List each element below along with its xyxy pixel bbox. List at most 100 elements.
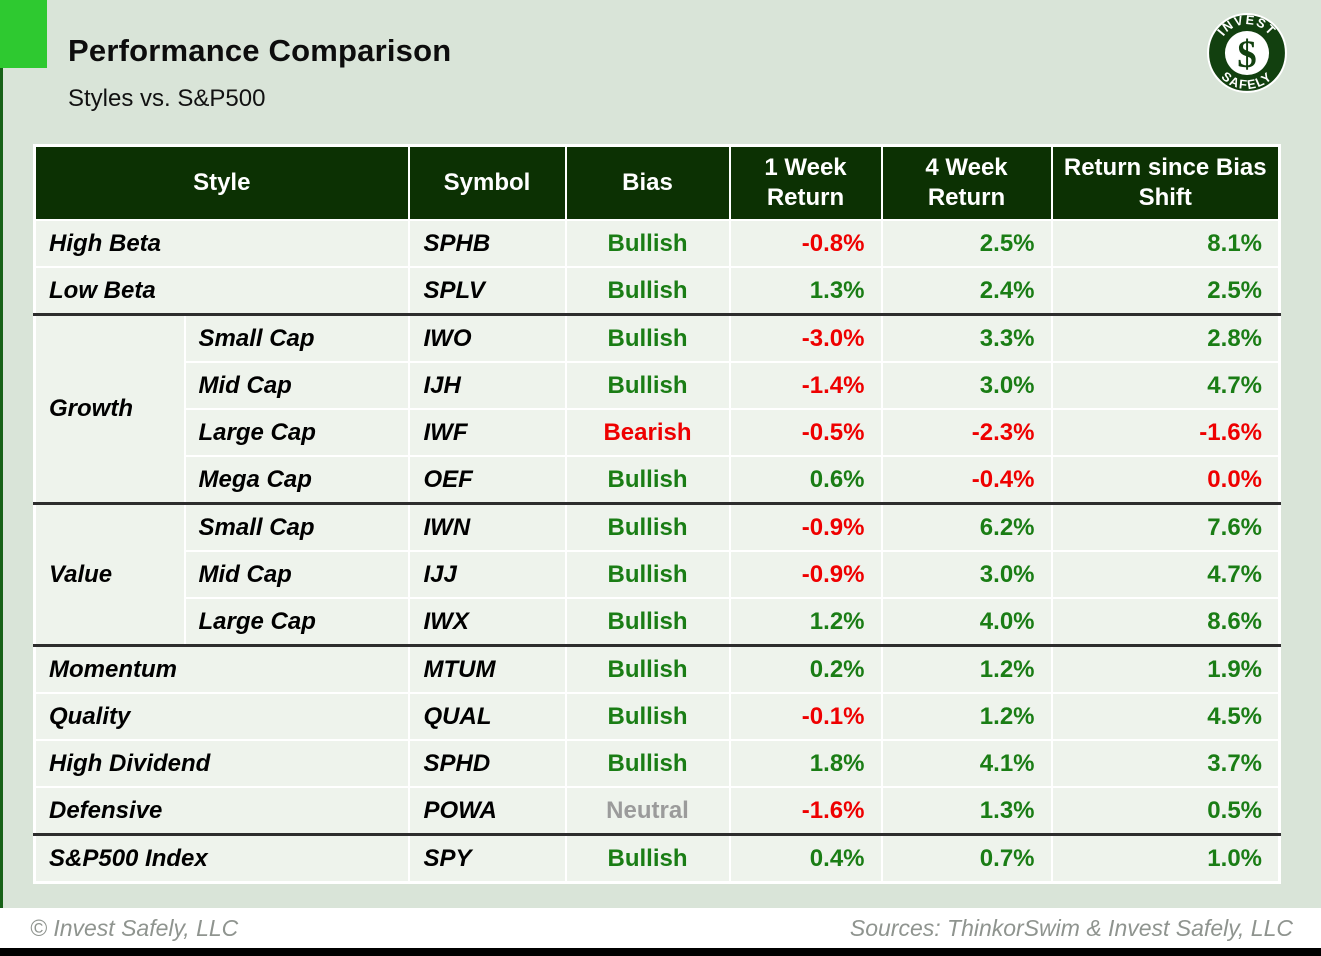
style-cell: High Beta bbox=[33, 219, 410, 268]
return-since-bias-shift-cell: 0.0% bbox=[1050, 455, 1281, 505]
return-since-bias-shift-cell: 8.1% bbox=[1050, 219, 1281, 268]
style-cell: Mid Cap bbox=[183, 361, 410, 410]
return-since-bias-shift-cell: -1.6% bbox=[1050, 408, 1281, 457]
week1-return-cell: 1.8% bbox=[728, 739, 883, 788]
column-header-bias: Bias bbox=[564, 144, 731, 221]
symbol-cell: POWA bbox=[407, 786, 567, 836]
week4-return-cell: 3.0% bbox=[880, 361, 1053, 410]
week4-return-cell: 2.4% bbox=[880, 266, 1053, 316]
style-cell: Mega Cap bbox=[183, 455, 410, 505]
week1-return-cell: 0.4% bbox=[728, 833, 883, 884]
week4-return-cell: 6.2% bbox=[880, 502, 1053, 552]
style-cell: Low Beta bbox=[33, 266, 410, 316]
week1-return-cell: -1.4% bbox=[728, 361, 883, 410]
header-row: Style Symbol Bias 1 Week Return 4 Week R… bbox=[33, 144, 1281, 221]
svg-text:SAFELY: SAFELY bbox=[1219, 68, 1276, 92]
bias-cell: Bullish bbox=[564, 266, 731, 316]
table-row: Quality QUAL Bullish -0.1% 1.2% 4.5% bbox=[33, 692, 1281, 741]
page-subtitle: Styles vs. S&P500 bbox=[68, 85, 266, 112]
column-header-symbol: Symbol bbox=[407, 144, 567, 221]
style-cell: Large Cap bbox=[183, 408, 410, 457]
logo-inner-disc bbox=[1224, 30, 1270, 76]
return-since-bias-shift-cell: 7.6% bbox=[1050, 502, 1281, 552]
table-row: Defensive POWA Neutral -1.6% 1.3% 0.5% bbox=[33, 786, 1281, 836]
week1-return-cell: -1.6% bbox=[728, 786, 883, 836]
performance-table: Style Symbol Bias 1 Week Return 4 Week R… bbox=[33, 144, 1281, 884]
symbol-cell: MTUM bbox=[407, 644, 567, 694]
symbol-cell: IWX bbox=[407, 597, 567, 647]
table-row: Momentum MTUM Bullish 0.2% 1.2% 1.9% bbox=[33, 644, 1281, 694]
style-cell: Quality bbox=[33, 692, 410, 741]
week1-return-cell: -0.1% bbox=[728, 692, 883, 741]
symbol-cell: SPHD bbox=[407, 739, 567, 788]
bias-cell: Neutral bbox=[564, 786, 731, 836]
bias-cell: Bullish bbox=[564, 313, 731, 363]
style-cell: S&P500 Index bbox=[33, 833, 410, 884]
symbol-cell: SPHB bbox=[407, 219, 567, 268]
return-since-bias-shift-cell: 4.7% bbox=[1050, 361, 1281, 410]
bias-cell: Bullish bbox=[564, 692, 731, 741]
footer-bar: © Invest Safely, LLC Sources: ThinkorSwi… bbox=[0, 908, 1321, 948]
week1-return-cell: 0.6% bbox=[728, 455, 883, 505]
column-header-style: Style bbox=[33, 144, 410, 221]
return-since-bias-shift-cell: 1.0% bbox=[1050, 833, 1281, 884]
sources-text: Sources: ThinkorSwim & Invest Safely, LL… bbox=[849, 915, 1293, 941]
week4-return-cell: -0.4% bbox=[880, 455, 1053, 505]
symbol-cell: SPY bbox=[407, 833, 567, 884]
return-since-bias-shift-cell: 4.7% bbox=[1050, 550, 1281, 599]
table-row: Mid Cap IJH Bullish -1.4% 3.0% 4.7% bbox=[35, 361, 1281, 410]
table-body: High Beta SPHB Bullish -0.8% 2.5% 8.1% Low Bet… bbox=[33, 219, 1281, 884]
symbol-cell: IJH bbox=[407, 361, 567, 410]
style-group-cell: Value bbox=[33, 502, 186, 647]
week4-return-cell: 1.2% bbox=[880, 644, 1053, 694]
dollar-icon: $ bbox=[1237, 33, 1256, 76]
style-cell: Momentum bbox=[33, 644, 410, 694]
return-since-bias-shift-cell: 8.6% bbox=[1050, 597, 1281, 647]
return-since-bias-shift-cell: 0.5% bbox=[1050, 786, 1281, 836]
week1-return-cell: 1.2% bbox=[728, 597, 883, 647]
bias-cell: Bullish bbox=[564, 739, 731, 788]
symbol-cell: IWF bbox=[407, 408, 567, 457]
bias-cell: Bullish bbox=[564, 361, 731, 410]
style-cell: Small Cap bbox=[183, 313, 410, 363]
bias-cell: Bullish bbox=[564, 833, 731, 884]
table-row: Low Beta SPLV Bullish 1.3% 2.4% 2.5% bbox=[33, 266, 1281, 316]
page-title: Performance Comparison bbox=[68, 33, 452, 68]
week4-return-cell: 1.3% bbox=[880, 786, 1053, 836]
performance-table-wrap: Style Symbol Bias 1 Week Return 4 Week R… bbox=[33, 144, 1281, 884]
table-row: High Dividend SPHD Bullish 1.8% 4.1% 3.7% bbox=[33, 739, 1281, 788]
symbol-cell: SPLV bbox=[407, 266, 567, 316]
bias-cell: Bullish bbox=[564, 597, 731, 647]
bias-cell: Bullish bbox=[564, 455, 731, 505]
style-cell: Large Cap bbox=[183, 597, 410, 647]
week1-return-cell: -0.8% bbox=[728, 219, 883, 268]
column-header-4-week-return: 4 Week Return bbox=[880, 144, 1053, 221]
week4-return-cell: 3.0% bbox=[880, 550, 1053, 599]
table-row: Large Cap IWF Bearish -0.5% -2.3% -1.6% bbox=[35, 408, 1281, 457]
week1-return-cell: -0.5% bbox=[728, 408, 883, 457]
style-cell: Mid Cap bbox=[183, 550, 410, 599]
week4-return-cell: 0.7% bbox=[880, 833, 1053, 884]
table-row: High Beta SPHB Bullish -0.8% 2.5% 8.1% bbox=[33, 219, 1281, 268]
table-row: Value Small Cap IWN Bullish -0.9% 6.2% 7.6% bbox=[33, 502, 1281, 647]
column-header-return-since-bias-shift: Return since Bias Shift bbox=[1050, 144, 1281, 221]
week4-return-cell: 1.2% bbox=[880, 692, 1053, 741]
week4-return-cell: 2.5% bbox=[880, 219, 1053, 268]
week1-return-cell: -3.0% bbox=[728, 313, 883, 363]
bias-cell: Bullish bbox=[564, 219, 731, 268]
symbol-cell: IWO bbox=[407, 313, 567, 363]
return-since-bias-shift-cell: 1.9% bbox=[1050, 644, 1281, 694]
bottom-black-bar bbox=[0, 948, 1321, 956]
style-cell: Defensive bbox=[33, 786, 410, 836]
week4-return-cell: -2.3% bbox=[880, 408, 1053, 457]
logo-bottom-text: SAFELY bbox=[1219, 68, 1274, 92]
invest-safely-logo: $ INVEST SAFELY bbox=[1207, 12, 1287, 93]
return-since-bias-shift-cell: 4.5% bbox=[1050, 692, 1281, 741]
symbol-cell: QUAL bbox=[407, 692, 567, 741]
return-since-bias-shift-cell: 2.5% bbox=[1050, 266, 1281, 316]
table-row: Mega Cap OEF Bullish 0.6% -0.4% 0.0% bbox=[35, 455, 1281, 505]
return-since-bias-shift-cell: 2.8% bbox=[1050, 313, 1281, 363]
style-cell: High Dividend bbox=[33, 739, 410, 788]
week1-return-cell: 0.2% bbox=[728, 644, 883, 694]
